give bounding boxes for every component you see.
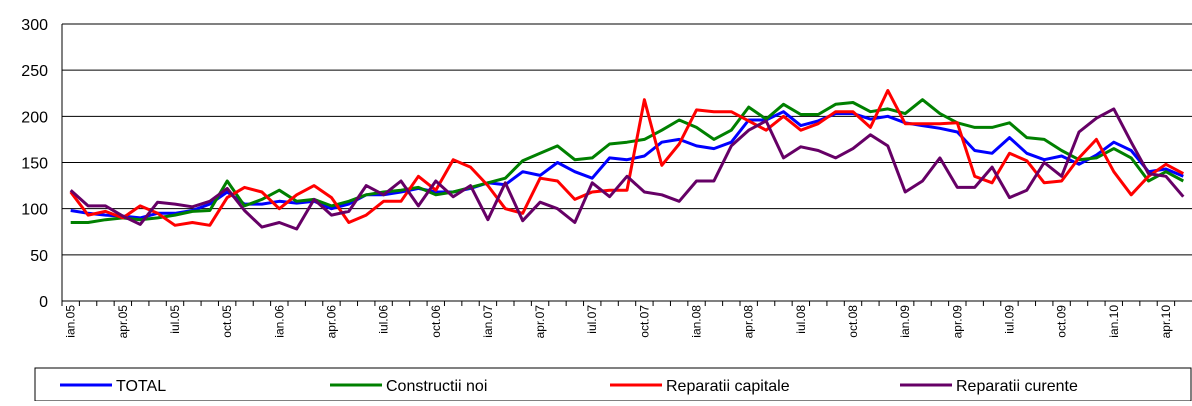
x-tick-label: oct.09: [1055, 305, 1069, 338]
x-tick-label: apr.08: [742, 305, 756, 339]
x-tick-label: ian.10: [1107, 305, 1121, 338]
x-tick-label: apr.05: [116, 305, 130, 339]
y-tick-label: 250: [21, 63, 48, 80]
x-tick-label: ian.05: [64, 305, 78, 338]
y-tick-label: 0: [39, 294, 48, 311]
x-tick-label: apr.09: [950, 305, 964, 339]
x-tick-label: oct.07: [637, 305, 651, 338]
y-tick-label: 50: [30, 248, 48, 265]
series-line: [69, 107, 1185, 231]
x-tick-label: apr.07: [533, 305, 547, 339]
x-tick-label: apr.06: [324, 305, 338, 339]
y-tick-label: 300: [21, 17, 48, 34]
x-tick-label: apr.10: [1159, 305, 1173, 339]
x-tick-label: oct.06: [429, 305, 443, 338]
x-tick-label: ian.08: [690, 305, 704, 338]
y-tick-label: 100: [21, 202, 48, 219]
x-tick-label: iul.07: [585, 305, 599, 334]
y-tick-label: 150: [21, 156, 48, 173]
legend-label: Reparatii curente: [956, 378, 1078, 395]
x-tick-label: ian.07: [481, 305, 495, 338]
series-line: [70, 98, 1185, 224]
legend-label: TOTAL: [116, 378, 166, 395]
x-tick-label: ian.06: [272, 305, 286, 338]
x-tick-label: oct.08: [846, 305, 860, 338]
x-tick-label: iul.06: [377, 305, 391, 334]
legend-label: Constructii noi: [386, 378, 487, 395]
y-tick-label: 200: [21, 109, 48, 126]
x-tick-label: iul.08: [794, 305, 808, 334]
legend-label: Reparatii capitale: [666, 378, 790, 395]
x-tick-label: ian.09: [898, 305, 912, 338]
x-tick-label: oct.05: [220, 305, 234, 338]
series-line: [70, 110, 1184, 220]
x-tick-label: iul.09: [1002, 305, 1016, 334]
x-tick-label: iul.05: [168, 305, 182, 334]
series-line: [69, 89, 1185, 227]
